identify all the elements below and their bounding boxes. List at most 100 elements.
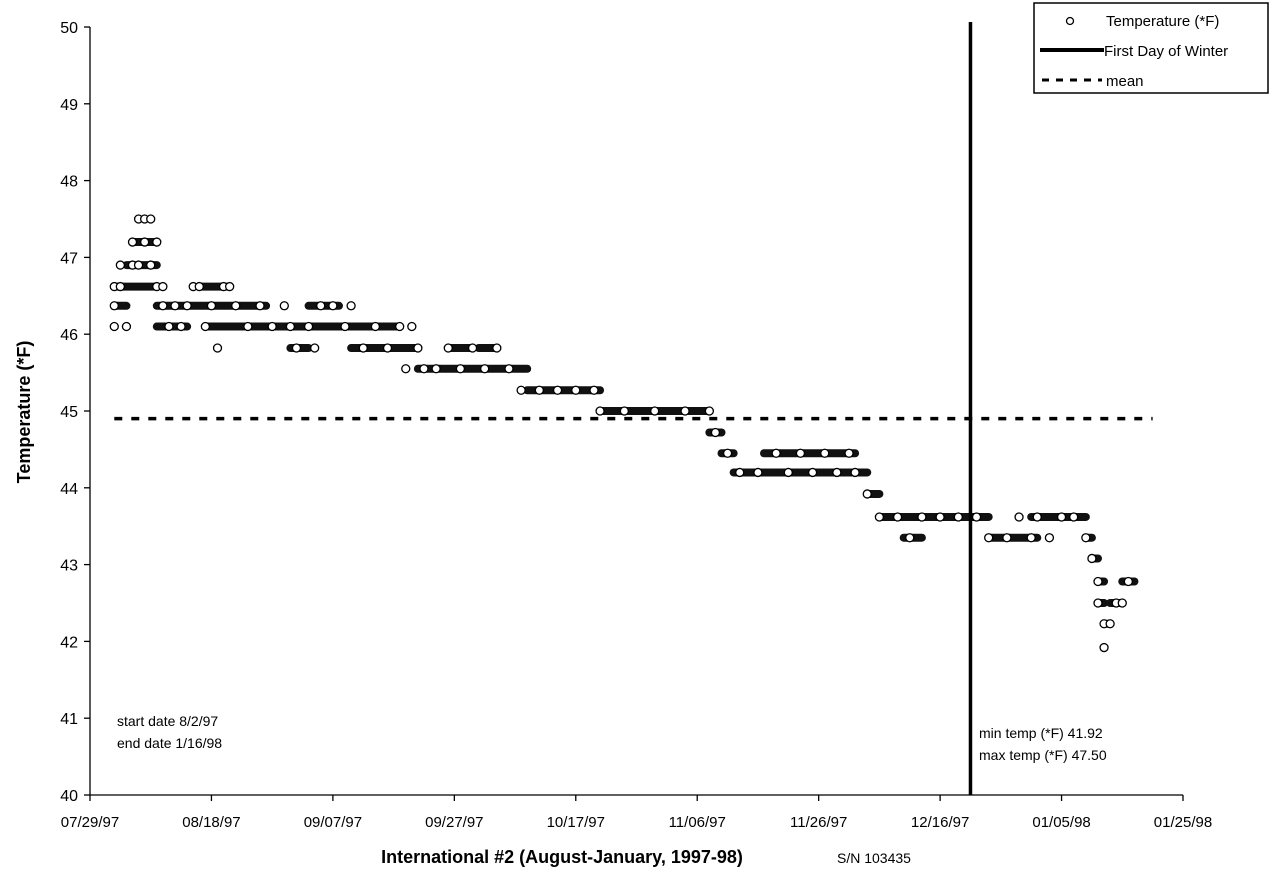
temperature-point — [1093, 576, 1103, 587]
axis-layer: 40 41 42 43 44 45 46 47 48 49 50 07/29/97 08/18/97 09… — [60, 20, 1212, 831]
temperature-point — [358, 343, 368, 353]
temperature-point — [1032, 512, 1042, 522]
temperature-point — [115, 281, 126, 292]
temperature-point — [133, 260, 144, 270]
temperature-point — [291, 343, 302, 353]
y-tick-label: 47 — [60, 250, 78, 267]
x-tick-label: 10/17/97 — [547, 814, 605, 831]
y-tick-label: 43 — [60, 558, 78, 575]
x-tick-label: 11/26/97 — [790, 814, 847, 831]
temperature-point — [850, 467, 860, 478]
temperature-point — [1117, 598, 1127, 608]
x-tick-label: 01/05/98 — [1032, 814, 1090, 831]
temperature-point — [419, 364, 429, 374]
temperature-point — [139, 237, 150, 247]
temperature-point — [971, 512, 982, 522]
temperature-point — [783, 467, 793, 478]
temperature-point — [1069, 512, 1079, 522]
y-tick-label: 46 — [60, 327, 78, 344]
temperature-point — [571, 385, 581, 395]
temperature-point — [892, 512, 903, 522]
x-tick-label: 11/06/97 — [669, 814, 726, 831]
temperature-point — [109, 301, 119, 311]
y-tick-label: 42 — [60, 634, 78, 651]
temperature-point — [158, 281, 168, 292]
temperature-point — [303, 321, 314, 332]
temperature-point — [243, 321, 253, 332]
temperature-point — [340, 321, 350, 332]
temperature-point — [328, 301, 338, 311]
y-tick-label: 49 — [60, 97, 78, 114]
y-tick-label: 40 — [60, 788, 78, 805]
temperature-point — [1105, 619, 1115, 629]
temperature-point — [710, 427, 721, 438]
min-temp-annotation: min temp (*F) 41.92 — [979, 725, 1103, 741]
max-temp-annotation: max temp (*F) 47.50 — [979, 747, 1107, 763]
temperature-point — [158, 301, 168, 311]
temperature-point — [1087, 553, 1097, 564]
temperature-point — [225, 281, 235, 292]
x-tick-label: 07/29/97 — [61, 814, 119, 831]
temperature-point — [984, 533, 994, 543]
temperature-point — [480, 364, 490, 374]
temperature-point — [279, 301, 289, 311]
temperature-point — [844, 448, 854, 458]
legend: Temperature (*F) First Day of Winter mea… — [1033, 2, 1269, 94]
temperature-point — [1123, 576, 1133, 587]
temperature-point — [310, 343, 320, 353]
y-tick-label: 50 — [60, 20, 78, 37]
temperature-point — [820, 448, 830, 458]
temperature-point — [231, 301, 241, 311]
temperature-point — [1093, 598, 1103, 608]
temperature-point — [200, 321, 211, 332]
temperature-point — [595, 406, 605, 416]
temperature-point — [1081, 533, 1091, 543]
y-tick-label: 44 — [60, 481, 78, 498]
temperature-point — [1002, 533, 1012, 543]
temperature-point — [504, 364, 514, 374]
y-axis-title: Temperature (*F) — [14, 341, 34, 484]
temperature-point — [1026, 533, 1036, 543]
temperature-point — [115, 260, 126, 270]
temperature-point — [127, 237, 138, 247]
temperature-point — [164, 321, 174, 332]
temperature-point — [516, 385, 526, 395]
temperature-point — [407, 321, 417, 332]
temperature-point — [455, 364, 466, 374]
temperature-point — [795, 448, 806, 458]
temperature-point — [1014, 512, 1024, 522]
temperature-point — [619, 406, 630, 416]
temperature-point — [170, 301, 180, 311]
y-tick-label: 48 — [60, 174, 78, 191]
temperature-point — [753, 467, 763, 478]
temperature-point — [152, 237, 162, 247]
temperature-point — [935, 512, 945, 522]
temperature-point — [650, 406, 660, 416]
temperature-point — [401, 364, 411, 374]
temperature-point — [146, 260, 156, 270]
temperature-point — [1056, 512, 1067, 522]
temperature-point — [905, 533, 915, 543]
x-tick-label: 09/27/97 — [425, 814, 483, 831]
legend-temperature-label: Temperature (*F) — [1106, 13, 1219, 30]
temperature-point — [443, 343, 453, 353]
x-axis-title: International #2 (August-January, 1997-9… — [381, 847, 743, 867]
end-date-annotation: end date 1/16/98 — [117, 735, 222, 751]
x-tick-label: 08/18/97 — [182, 814, 240, 831]
temperature-point — [316, 301, 326, 311]
temperature-point — [874, 512, 885, 522]
temperature-point — [382, 343, 393, 353]
temperature-point — [206, 301, 217, 311]
temperature-point — [176, 321, 186, 332]
temperature-point — [589, 385, 599, 395]
temperature-point — [413, 343, 423, 353]
temperature-point — [735, 467, 745, 478]
temperature-point — [680, 406, 690, 416]
temperature-point — [704, 406, 715, 416]
temperature-point — [953, 512, 963, 522]
temperature-point — [552, 385, 563, 395]
temperature-point — [346, 301, 356, 311]
temperature-point — [255, 301, 265, 311]
y-tick-label: 41 — [60, 711, 78, 728]
